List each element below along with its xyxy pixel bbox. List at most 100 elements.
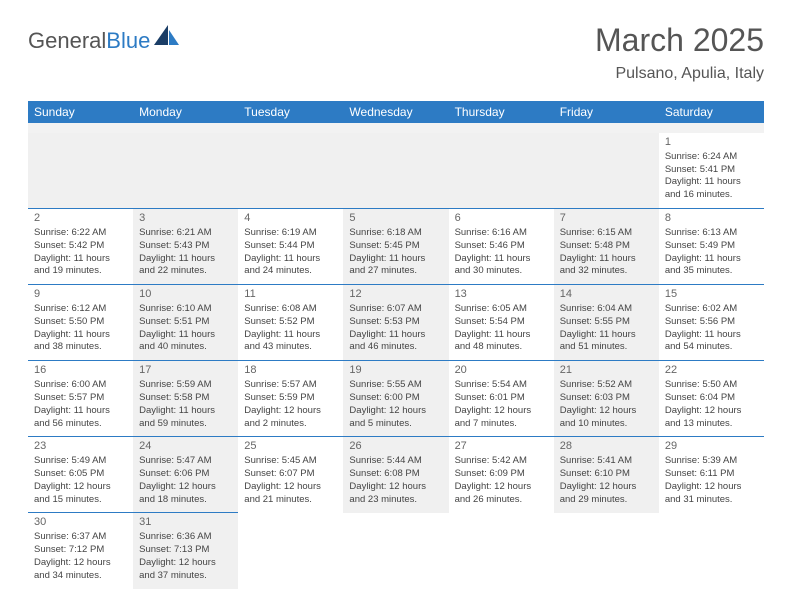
day-number: 1 <box>665 135 758 150</box>
sunrise-text: Sunrise: 6:36 AM <box>139 531 232 544</box>
calendar-cell <box>238 133 343 209</box>
calendar-cell <box>449 133 554 209</box>
calendar-cell: 29Sunrise: 5:39 AMSunset: 6:11 PMDayligh… <box>659 437 764 513</box>
calendar-cell: 12Sunrise: 6:07 AMSunset: 5:53 PMDayligh… <box>343 285 448 361</box>
calendar-cell: 8Sunrise: 6:13 AMSunset: 5:49 PMDaylight… <box>659 209 764 285</box>
sunrise-text: Sunrise: 5:45 AM <box>244 455 337 468</box>
calendar-cell <box>238 513 343 589</box>
daylight-text: Daylight: 11 hours and 32 minutes. <box>560 253 653 279</box>
sunset-text: Sunset: 5:58 PM <box>139 392 232 405</box>
daylight-text: Daylight: 11 hours and 59 minutes. <box>139 405 232 431</box>
calendar-cell: 17Sunrise: 5:59 AMSunset: 5:58 PMDayligh… <box>133 361 238 437</box>
location: Pulsano, Apulia, Italy <box>595 65 764 83</box>
daylight-text: Daylight: 12 hours and 5 minutes. <box>349 405 442 431</box>
day-header-row: SundayMondayTuesdayWednesdayThursdayFrid… <box>28 101 764 123</box>
calendar-cell: 6Sunrise: 6:16 AMSunset: 5:46 PMDaylight… <box>449 209 554 285</box>
sunrise-text: Sunrise: 6:24 AM <box>665 151 758 164</box>
sunset-text: Sunset: 7:12 PM <box>34 544 127 557</box>
day-number: 15 <box>665 287 758 302</box>
calendar-cell: 1Sunrise: 6:24 AMSunset: 5:41 PMDaylight… <box>659 133 764 209</box>
daylight-text: Daylight: 11 hours and 46 minutes. <box>349 329 442 355</box>
day-number: 28 <box>560 439 653 454</box>
day-number: 9 <box>34 287 127 302</box>
sunset-text: Sunset: 6:05 PM <box>34 468 127 481</box>
sunset-text: Sunset: 5:49 PM <box>665 240 758 253</box>
sunset-text: Sunset: 6:06 PM <box>139 468 232 481</box>
sunrise-text: Sunrise: 6:05 AM <box>455 303 548 316</box>
sunrise-text: Sunrise: 5:52 AM <box>560 379 653 392</box>
day-header: Tuesday <box>238 101 343 123</box>
month-title: March 2025 <box>595 22 764 59</box>
sunset-text: Sunset: 5:45 PM <box>349 240 442 253</box>
logo-text-1: General <box>28 28 106 53</box>
day-number: 16 <box>34 363 127 378</box>
calendar-week: 30Sunrise: 6:37 AMSunset: 7:12 PMDayligh… <box>28 513 764 589</box>
sunset-text: Sunset: 6:00 PM <box>349 392 442 405</box>
daylight-text: Daylight: 11 hours and 19 minutes. <box>34 253 127 279</box>
blank-cell <box>28 123 764 133</box>
calendar-cell <box>28 133 133 209</box>
sunrise-text: Sunrise: 6:10 AM <box>139 303 232 316</box>
sunset-text: Sunset: 5:57 PM <box>34 392 127 405</box>
sunset-text: Sunset: 5:51 PM <box>139 316 232 329</box>
calendar-week: 1Sunrise: 6:24 AMSunset: 5:41 PMDaylight… <box>28 133 764 209</box>
sunrise-text: Sunrise: 5:44 AM <box>349 455 442 468</box>
day-number: 23 <box>34 439 127 454</box>
calendar-cell: 18Sunrise: 5:57 AMSunset: 5:59 PMDayligh… <box>238 361 343 437</box>
daylight-text: Daylight: 11 hours and 16 minutes. <box>665 176 758 202</box>
calendar-cell: 2Sunrise: 6:22 AMSunset: 5:42 PMDaylight… <box>28 209 133 285</box>
day-number: 7 <box>560 211 653 226</box>
sunrise-text: Sunrise: 5:49 AM <box>34 455 127 468</box>
sunset-text: Sunset: 5:59 PM <box>244 392 337 405</box>
day-number: 12 <box>349 287 442 302</box>
daylight-text: Daylight: 11 hours and 40 minutes. <box>139 329 232 355</box>
logo: GeneralBlue <box>28 28 180 54</box>
daylight-text: Daylight: 12 hours and 15 minutes. <box>34 481 127 507</box>
sunrise-text: Sunrise: 6:21 AM <box>139 227 232 240</box>
day-number: 10 <box>139 287 232 302</box>
daylight-text: Daylight: 11 hours and 54 minutes. <box>665 329 758 355</box>
calendar-cell: 26Sunrise: 5:44 AMSunset: 6:08 PMDayligh… <box>343 437 448 513</box>
sunrise-text: Sunrise: 5:47 AM <box>139 455 232 468</box>
day-number: 2 <box>34 211 127 226</box>
daylight-text: Daylight: 11 hours and 43 minutes. <box>244 329 337 355</box>
day-header: Friday <box>554 101 659 123</box>
day-number: 20 <box>455 363 548 378</box>
day-header: Wednesday <box>343 101 448 123</box>
day-number: 21 <box>560 363 653 378</box>
calendar-cell: 16Sunrise: 6:00 AMSunset: 5:57 PMDayligh… <box>28 361 133 437</box>
day-number: 3 <box>139 211 232 226</box>
daylight-text: Daylight: 11 hours and 22 minutes. <box>139 253 232 279</box>
sunrise-text: Sunrise: 5:59 AM <box>139 379 232 392</box>
day-number: 13 <box>455 287 548 302</box>
daylight-text: Daylight: 12 hours and 18 minutes. <box>139 481 232 507</box>
sunset-text: Sunset: 6:08 PM <box>349 468 442 481</box>
sunrise-text: Sunrise: 5:54 AM <box>455 379 548 392</box>
daylight-text: Daylight: 11 hours and 48 minutes. <box>455 329 548 355</box>
daylight-text: Daylight: 12 hours and 26 minutes. <box>455 481 548 507</box>
daylight-text: Daylight: 12 hours and 21 minutes. <box>244 481 337 507</box>
sunrise-text: Sunrise: 6:16 AM <box>455 227 548 240</box>
sunset-text: Sunset: 6:07 PM <box>244 468 337 481</box>
daylight-text: Daylight: 12 hours and 2 minutes. <box>244 405 337 431</box>
sunset-text: Sunset: 6:10 PM <box>560 468 653 481</box>
sunset-text: Sunset: 7:13 PM <box>139 544 232 557</box>
calendar-head: SundayMondayTuesdayWednesdayThursdayFrid… <box>28 101 764 123</box>
logo-text-2: Blue <box>106 28 150 53</box>
day-number: 14 <box>560 287 653 302</box>
daylight-text: Daylight: 11 hours and 38 minutes. <box>34 329 127 355</box>
calendar-cell: 19Sunrise: 5:55 AMSunset: 6:00 PMDayligh… <box>343 361 448 437</box>
calendar-body: 1Sunrise: 6:24 AMSunset: 5:41 PMDaylight… <box>28 123 764 589</box>
calendar-cell: 22Sunrise: 5:50 AMSunset: 6:04 PMDayligh… <box>659 361 764 437</box>
day-number: 29 <box>665 439 758 454</box>
daylight-text: Daylight: 11 hours and 30 minutes. <box>455 253 548 279</box>
daylight-text: Daylight: 12 hours and 29 minutes. <box>560 481 653 507</box>
day-number: 8 <box>665 211 758 226</box>
sunset-text: Sunset: 6:11 PM <box>665 468 758 481</box>
calendar-cell: 14Sunrise: 6:04 AMSunset: 5:55 PMDayligh… <box>554 285 659 361</box>
sunset-text: Sunset: 5:46 PM <box>455 240 548 253</box>
calendar-cell <box>554 513 659 589</box>
sunset-text: Sunset: 5:41 PM <box>665 164 758 177</box>
daylight-text: Daylight: 12 hours and 23 minutes. <box>349 481 442 507</box>
calendar-cell: 21Sunrise: 5:52 AMSunset: 6:03 PMDayligh… <box>554 361 659 437</box>
